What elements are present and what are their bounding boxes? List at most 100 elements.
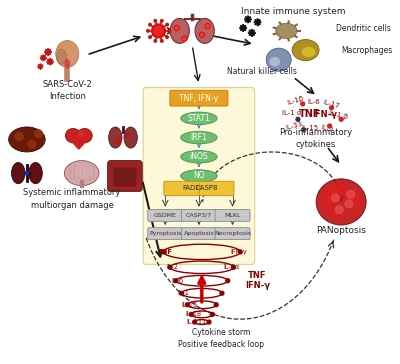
Ellipse shape <box>266 48 291 71</box>
Ellipse shape <box>348 202 361 213</box>
Text: IL-17: IL-17 <box>322 99 341 109</box>
Circle shape <box>40 64 41 65</box>
Text: IL-2: IL-2 <box>320 124 334 134</box>
Text: IL-15: IL-15 <box>181 302 197 308</box>
Text: IL-33: IL-33 <box>285 121 303 131</box>
Circle shape <box>253 30 254 31</box>
Ellipse shape <box>316 179 366 225</box>
Ellipse shape <box>64 161 99 186</box>
Ellipse shape <box>124 127 138 148</box>
Ellipse shape <box>181 151 217 163</box>
Text: Dendritic cells: Dendritic cells <box>336 24 391 33</box>
Circle shape <box>47 61 48 62</box>
Circle shape <box>154 40 156 42</box>
FancyBboxPatch shape <box>148 228 183 240</box>
Circle shape <box>255 20 256 21</box>
Ellipse shape <box>292 40 319 61</box>
Text: iNOS: iNOS <box>190 152 208 161</box>
FancyBboxPatch shape <box>182 228 216 240</box>
Circle shape <box>154 26 163 36</box>
Circle shape <box>126 134 130 138</box>
Ellipse shape <box>57 49 66 64</box>
Circle shape <box>168 29 170 32</box>
Circle shape <box>152 24 166 38</box>
Ellipse shape <box>344 190 361 204</box>
Circle shape <box>250 31 254 35</box>
Circle shape <box>40 68 41 69</box>
Circle shape <box>182 36 187 41</box>
FancyBboxPatch shape <box>182 209 216 221</box>
Circle shape <box>242 26 245 30</box>
Circle shape <box>42 56 45 59</box>
Ellipse shape <box>29 163 42 184</box>
Circle shape <box>52 61 53 62</box>
Text: Necroptosis: Necroptosis <box>214 231 251 236</box>
Ellipse shape <box>56 40 79 67</box>
Text: CASP3/7: CASP3/7 <box>186 213 212 218</box>
Text: Cytokine storm
Positive feedback loop: Cytokine storm Positive feedback loop <box>178 328 264 349</box>
Circle shape <box>248 32 249 33</box>
Circle shape <box>175 27 178 29</box>
Circle shape <box>256 20 259 24</box>
Text: FADD: FADD <box>182 186 200 191</box>
Circle shape <box>232 265 236 269</box>
Circle shape <box>41 59 42 60</box>
Text: IL-111: IL-111 <box>186 319 206 325</box>
Circle shape <box>254 22 255 23</box>
Text: IL-2: IL-2 <box>166 264 178 270</box>
Circle shape <box>250 19 251 20</box>
Circle shape <box>162 250 165 254</box>
Ellipse shape <box>334 185 349 196</box>
Ellipse shape <box>270 57 280 66</box>
FancyBboxPatch shape <box>164 181 234 196</box>
Circle shape <box>174 25 179 30</box>
Ellipse shape <box>170 18 189 43</box>
Text: Innate immune system: Innate immune system <box>241 7 345 16</box>
Circle shape <box>200 33 203 36</box>
Ellipse shape <box>65 128 81 143</box>
Text: IL-18: IL-18 <box>185 311 201 317</box>
Circle shape <box>347 190 355 198</box>
Ellipse shape <box>12 163 25 184</box>
Circle shape <box>48 60 52 63</box>
Circle shape <box>251 35 252 36</box>
Circle shape <box>246 17 250 21</box>
Circle shape <box>254 32 255 33</box>
Circle shape <box>207 320 211 324</box>
Ellipse shape <box>195 18 214 43</box>
Circle shape <box>330 106 334 110</box>
Text: MLKL: MLKL <box>224 213 241 218</box>
Text: TNF
IFN-γ: TNF IFN-γ <box>245 271 270 290</box>
Ellipse shape <box>322 186 341 203</box>
Text: Natural killer cells: Natural killer cells <box>228 67 297 76</box>
Circle shape <box>335 206 343 213</box>
Circle shape <box>328 124 332 128</box>
Text: Systemic inflammatory
multiorgan damage: Systemic inflammatory multiorgan damage <box>23 188 121 210</box>
Text: STAT1: STAT1 <box>188 114 210 123</box>
Circle shape <box>210 312 214 316</box>
Circle shape <box>249 30 250 31</box>
FancyBboxPatch shape <box>113 167 136 187</box>
Text: Pro-inflammatory
cytokines: Pro-inflammatory cytokines <box>279 128 352 149</box>
Ellipse shape <box>181 170 217 182</box>
Circle shape <box>339 117 343 121</box>
Text: Macrophages: Macrophages <box>341 46 392 55</box>
Circle shape <box>251 29 252 30</box>
Circle shape <box>245 25 246 26</box>
Text: CASP8: CASP8 <box>195 186 218 191</box>
Circle shape <box>206 25 209 28</box>
Circle shape <box>149 36 151 38</box>
Ellipse shape <box>181 131 217 144</box>
Circle shape <box>301 102 305 106</box>
Circle shape <box>183 37 186 40</box>
Ellipse shape <box>75 164 92 178</box>
Polygon shape <box>66 136 91 149</box>
Circle shape <box>168 265 172 269</box>
Circle shape <box>25 171 29 175</box>
Text: IFN-γ: IFN-γ <box>230 249 247 255</box>
Text: SARS-CoV-2
Infection: SARS-CoV-2 Infection <box>42 80 92 101</box>
Circle shape <box>43 55 44 56</box>
Ellipse shape <box>321 199 332 209</box>
Circle shape <box>200 32 204 37</box>
Text: Apoptosis: Apoptosis <box>184 231 214 236</box>
